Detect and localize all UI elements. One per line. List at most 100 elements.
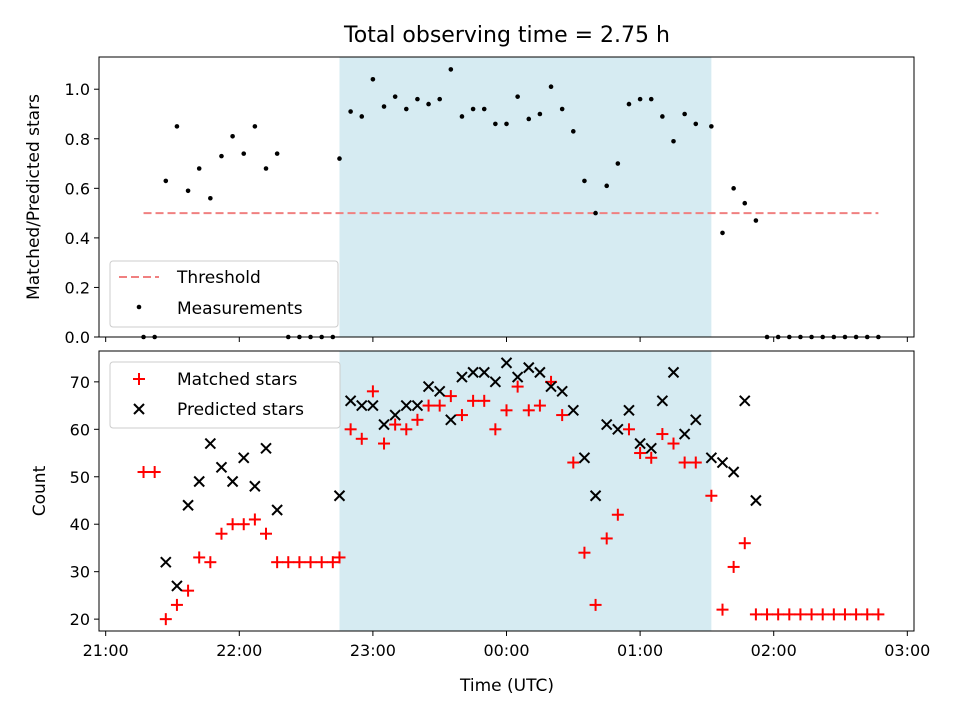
matched-star-point (838, 608, 851, 621)
matched-star-point (667, 437, 680, 450)
matched-star-point (304, 556, 317, 569)
measurement-point (470, 106, 476, 112)
measurement-point (337, 156, 342, 161)
predicted-star-point (634, 437, 646, 450)
x-tick-label: 22:00 (216, 641, 262, 660)
matched-star-point (400, 423, 413, 436)
measurement-point (196, 166, 202, 171)
legend-predicted-label: Predicted stars (177, 400, 304, 420)
predicted-star-point (400, 399, 413, 412)
measurement-point (392, 94, 398, 99)
top-legend: Threshold Measurements (109, 260, 339, 328)
bottom-x-axis-ticks: 21:00 22:00 23:00 00:00 01:00 02:00 03:00 (83, 631, 930, 660)
measurement-point (426, 101, 431, 107)
predicted-star-point (645, 442, 657, 454)
legend-predicted-swatch (133, 403, 145, 415)
top-y-tick-label: 1.0 (65, 80, 90, 99)
predicted-star-point (193, 475, 205, 488)
predicted-star-point (623, 404, 635, 417)
matched-star-point (182, 584, 195, 597)
predicted-star-point (478, 366, 490, 379)
top-y-axis-ticks: 0.0 0.2 0.4 0.6 0.8 1.0 (65, 80, 99, 347)
predicted-star-point (523, 361, 535, 374)
predicted-star-point (260, 442, 272, 454)
measurement-point (348, 109, 353, 114)
matched-star-point (600, 532, 613, 545)
legend-threshold-label: Threshold (176, 268, 261, 288)
bottom-y-tick-label: 50 (70, 468, 90, 487)
predicted-star-point (356, 399, 368, 412)
bottom-y-tick-label: 70 (70, 373, 90, 392)
x-tick-label: 01:00 (617, 641, 663, 660)
matched-star-point (433, 399, 446, 412)
measurement-point (252, 124, 258, 129)
top-legend-box (109, 260, 339, 328)
measurement-point (185, 188, 191, 194)
matched-star-point (215, 527, 228, 540)
measurement-point (526, 116, 532, 122)
matched-star-point (727, 560, 740, 573)
matched-star-point (478, 394, 491, 407)
predicted-star-point (182, 499, 194, 511)
predicted-star-point (411, 399, 424, 412)
predicted-star-point (578, 452, 591, 464)
matched-star-point (689, 456, 702, 469)
predicted-star-point (739, 395, 751, 407)
measurement-point (682, 111, 687, 117)
figure-title: Total observing time = 2.75 h (343, 23, 670, 48)
predicted-star-point (690, 414, 702, 426)
predicted-star-point (378, 418, 390, 431)
measurement-point (403, 106, 409, 112)
measurement-point (559, 106, 565, 112)
predicted-star-point (389, 409, 401, 421)
matched-star-point (567, 456, 580, 469)
predicted-star-point (344, 395, 357, 407)
bottom-legend: Matched stars Predicted stars (109, 361, 341, 429)
measurement-point (370, 77, 376, 82)
predicted-star-point (433, 385, 446, 398)
measurement-point (626, 101, 632, 107)
predicted-star-point (226, 475, 239, 488)
predicted-star-point (422, 380, 435, 393)
measurement-point (230, 133, 235, 139)
matched-star-point (749, 608, 762, 621)
matched-star-point (816, 608, 829, 621)
measurement-point (582, 178, 587, 184)
predicted-star-point (271, 504, 283, 516)
predicted-star-point (678, 428, 691, 440)
bottom-y-tick-label: 60 (70, 420, 90, 439)
predicted-star-point (445, 414, 457, 426)
matched-star-point (315, 556, 328, 569)
matched-star-point (738, 537, 751, 550)
measurement-point (437, 96, 442, 102)
matched-star-point (589, 598, 602, 611)
bottom-y-axis-ticks: 20 30 40 50 60 70 (70, 373, 99, 629)
measurement-point (263, 166, 269, 171)
x-axis-label: Time (UTC) (459, 676, 554, 696)
measurement-point (731, 186, 736, 191)
matched-star-point (500, 404, 513, 417)
measurement-point (163, 178, 169, 184)
bottom-observing-span (339, 351, 712, 631)
predicted-star-point (612, 423, 624, 436)
matched-star-point (378, 437, 391, 450)
predicted-star-point (600, 418, 613, 431)
matched-star-point (645, 451, 658, 464)
measurement-point (415, 96, 420, 102)
matched-star-point (248, 513, 261, 526)
measurement-point (241, 151, 247, 156)
predicted-star-point (667, 366, 680, 379)
x-tick-label: 02:00 (751, 641, 797, 660)
bottom-y-tick-label: 40 (70, 515, 90, 534)
bottom-y-axis-label: Count (30, 465, 50, 516)
matched-star-point (170, 598, 183, 611)
matched-star-point (282, 556, 295, 569)
matched-star-point (293, 556, 306, 569)
measurement-point (219, 153, 224, 159)
predicted-star-point (171, 580, 183, 592)
measurement-point (359, 114, 365, 119)
matched-star-point (705, 489, 718, 502)
top-panel: 0.0 0.2 0.4 0.6 0.8 1.0 Matched/Predicted sta… (24, 56, 915, 347)
top-y-tick-label: 0.0 (65, 328, 90, 347)
